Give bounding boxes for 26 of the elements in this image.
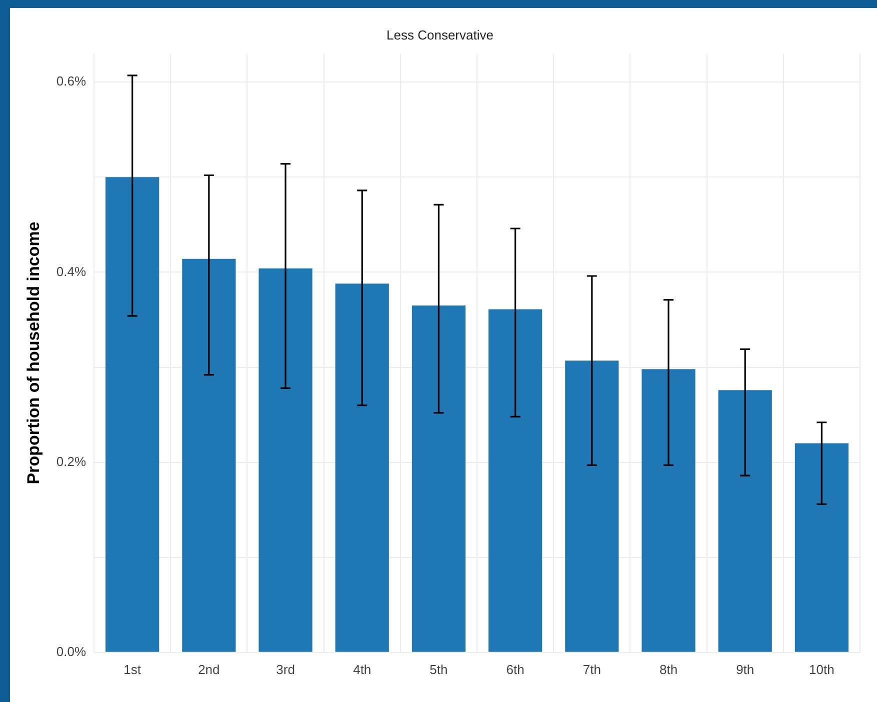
- y-axis-title: Proportion of household income: [24, 222, 43, 484]
- x-tick-label: 6th: [506, 662, 524, 677]
- bar: [258, 268, 312, 652]
- bar: [488, 309, 542, 652]
- x-tick-label: 9th: [736, 662, 754, 677]
- x-tick-label: 5th: [430, 662, 448, 677]
- bar: [642, 369, 696, 652]
- chart-title: Less Conservative: [386, 27, 494, 42]
- x-tick-label: 10th: [809, 662, 834, 677]
- bar: [565, 360, 619, 652]
- bar: [412, 305, 466, 652]
- y-tick-label: 0.6%: [56, 74, 86, 89]
- bar: [335, 284, 389, 652]
- bar: [794, 443, 849, 652]
- y-tick-label: 0.4%: [56, 264, 86, 279]
- bar: [106, 177, 160, 652]
- x-tick-label: 7th: [582, 662, 601, 677]
- x-tick-label: 1st: [124, 662, 142, 677]
- y-tick-label: 0.2%: [56, 454, 86, 469]
- bar: [718, 390, 772, 652]
- bar: [182, 258, 236, 652]
- x-tick-label: 2nd: [198, 662, 220, 677]
- x-tick-label: 8th: [659, 662, 678, 677]
- x-tick-label: 4th: [353, 662, 372, 677]
- x-tick-label: 3rd: [276, 662, 295, 677]
- y-tick-label: 0.0%: [56, 644, 86, 659]
